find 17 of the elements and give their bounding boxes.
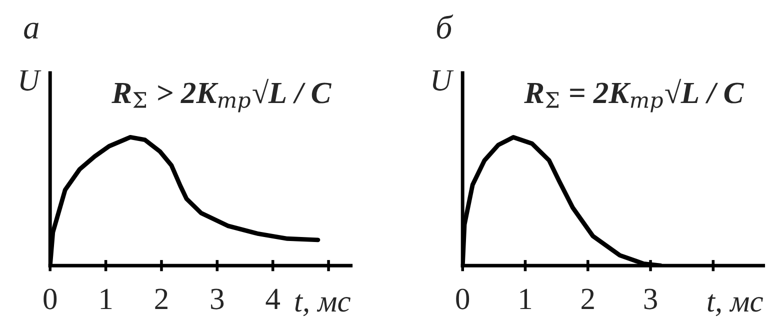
x-axis-title: t, мс — [708, 294, 763, 316]
chart-title: б — [437, 14, 454, 39]
text: R$_{Σ}$ > 2K$_{тр}$√L / C — [112, 78, 332, 112]
x-tick-label: 0 — [44, 288, 57, 310]
x-tick-label: 3 — [644, 288, 657, 310]
x-tick-label: 3 — [210, 288, 224, 310]
x-tick-label: 2 — [155, 288, 168, 310]
x-tick-label: 0 — [456, 288, 470, 310]
y-axis-title: U — [20, 70, 42, 91]
text: R$_{Σ}$ = 2K$_{тр}$√L / C — [524, 78, 744, 112]
x-tick-label: 2 — [582, 288, 594, 310]
chart-title: а — [24, 22, 38, 39]
x-tick-label: 1 — [100, 288, 112, 310]
x-tick-label: 4 — [266, 288, 280, 310]
x-tick-label: 1 — [520, 288, 532, 310]
x-axis-title: t, мс — [295, 294, 350, 316]
y-axis-title: U — [432, 70, 454, 91]
